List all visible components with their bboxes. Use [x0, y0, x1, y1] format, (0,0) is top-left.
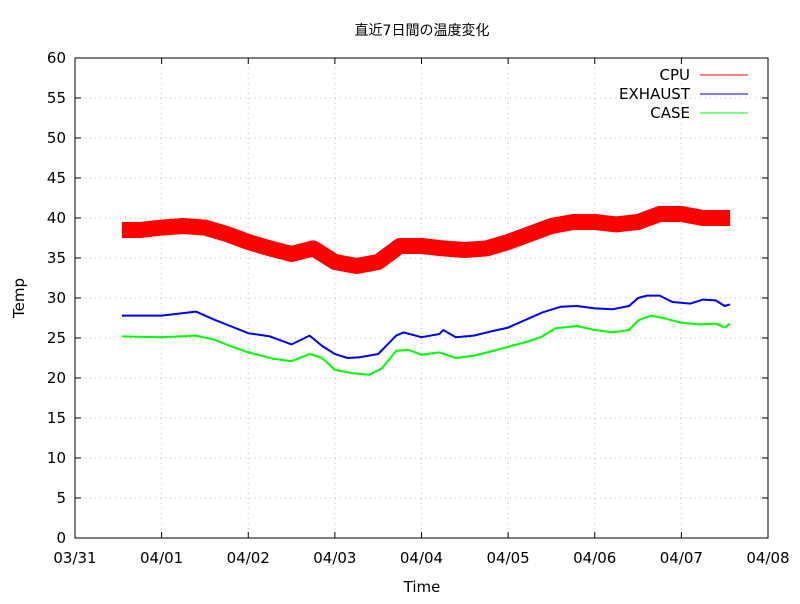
- legend-label-case: CASE: [650, 104, 690, 122]
- legend-label-exhaust: EXHAUST: [619, 85, 691, 103]
- y-tick-label: 45: [47, 169, 66, 187]
- x-axis-label: Time: [403, 578, 441, 596]
- y-tick-label: 5: [56, 489, 66, 507]
- series-layer: [121, 206, 731, 376]
- x-tick-label: 04/05: [487, 549, 530, 567]
- x-tick-label: 04/06: [573, 549, 616, 567]
- y-tick-label: 55: [47, 89, 66, 107]
- y-tick-label: 25: [47, 329, 66, 347]
- x-tick-label: 04/04: [400, 549, 443, 567]
- x-tick-label: 04/01: [140, 549, 183, 567]
- y-tick-label: 10: [47, 449, 66, 467]
- x-tick-label: 03/31: [53, 549, 96, 567]
- y-tick-label: 50: [47, 129, 66, 147]
- y-tick-label: 35: [47, 249, 66, 267]
- legend-label-cpu: CPU: [660, 66, 691, 84]
- x-tick-label: 04/07: [660, 549, 703, 567]
- x-tick-label: 04/03: [313, 549, 356, 567]
- y-tick-label: 40: [47, 209, 66, 227]
- grid: [75, 58, 768, 538]
- series-line-exhaust: [121, 294, 731, 359]
- y-axis-label: Temp: [10, 278, 28, 319]
- y-tick-label: 0: [56, 529, 66, 547]
- y-tick-label: 60: [47, 49, 66, 67]
- x-tick-label: 04/08: [746, 549, 789, 567]
- x-tick-label: 04/02: [227, 549, 270, 567]
- y-tick-label: 20: [47, 369, 66, 387]
- series-line-cpu: [121, 206, 731, 274]
- y-tick-label: 15: [47, 409, 66, 427]
- chart-title: 直近7日間の温度変化: [355, 22, 490, 39]
- series-line-case: [121, 314, 731, 376]
- y-tick-label: 30: [47, 289, 66, 307]
- axis-ticks: 0 5 10 15 20 25 30 35 40 45 50 55 60 03/31 04/01 04/02 0…: [47, 49, 790, 567]
